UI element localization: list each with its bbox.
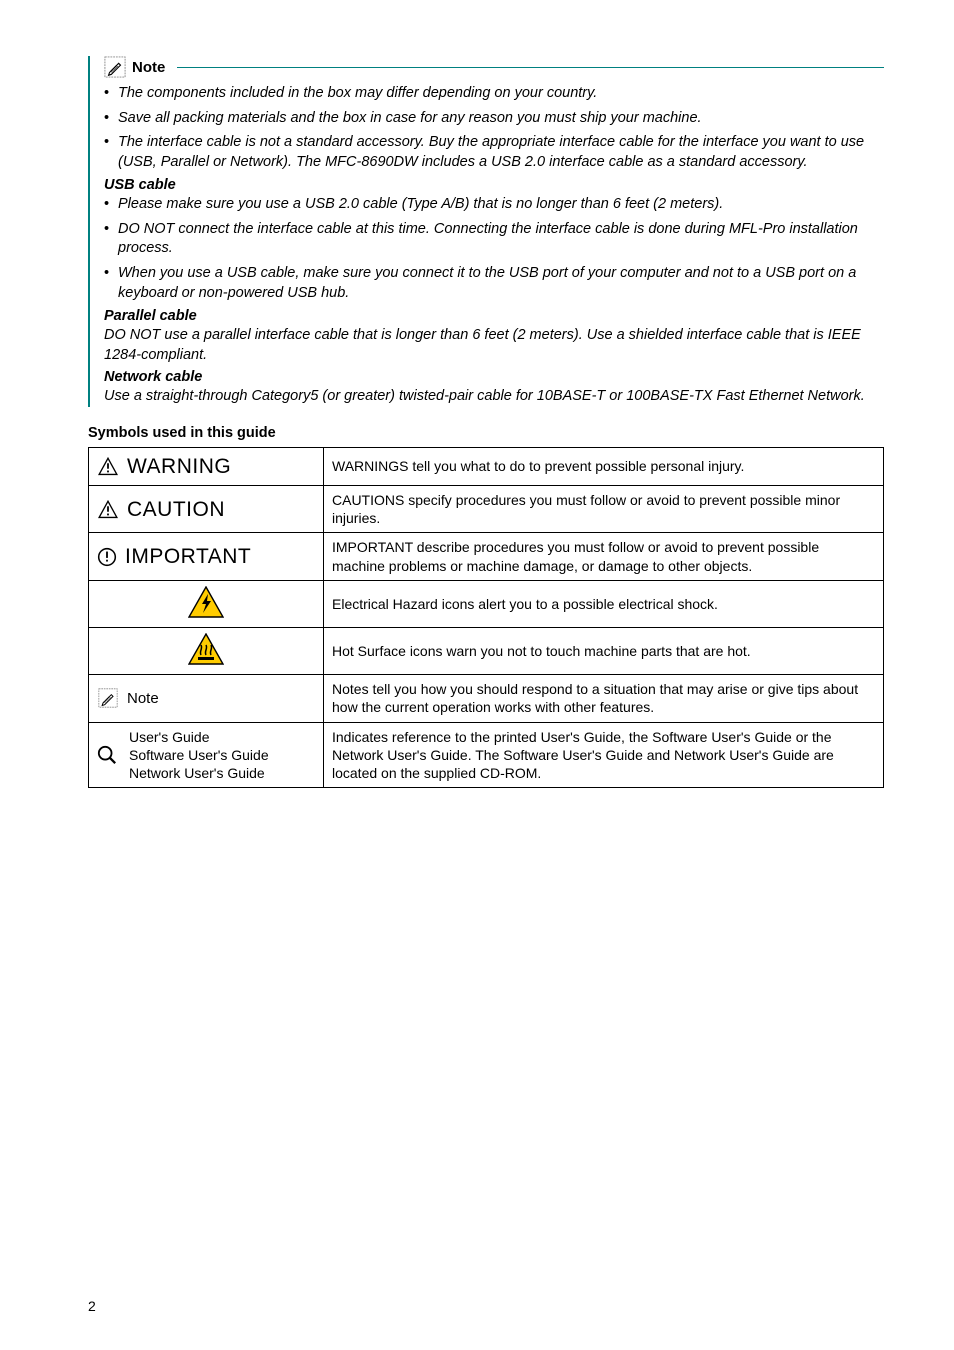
warning-label-cell: WARNING [89,447,324,485]
hot-surface-icon [188,633,224,665]
electrical-icon-cell [89,580,324,627]
table-row: Note Notes tell you how you should respo… [89,675,884,722]
bullet-item: DO NOT connect the interface cable at th… [104,220,884,259]
note-box: Note The components included in the box … [88,56,884,407]
important-label: IMPORTANT [125,543,251,570]
table-row: Electrical Hazard icons alert you to a p… [89,580,884,627]
important-circle-icon [97,547,117,567]
electrical-hazard-icon [188,586,224,618]
note-sym-desc: Notes tell you how you should respond to… [324,675,884,722]
warning-label: WARNING [127,453,231,480]
network-text: Use a straight-through Category5 (or gre… [104,387,884,407]
symbols-title: Symbols used in this guide [88,425,884,441]
page-number: 2 [88,1298,96,1314]
magnifier-icon [97,745,117,765]
table-row: WARNING WARNINGS tell you what to do to … [89,447,884,485]
warning-triangle-icon [97,456,119,476]
symbols-table: WARNING WARNINGS tell you what to do to … [88,447,884,788]
bullet-item: When you use a USB cable, make sure you … [104,264,884,303]
caution-label: CAUTION [127,496,225,523]
guide-line-1: User's Guide [129,728,269,746]
page-container: Note The components included in the box … [0,0,954,1350]
parallel-heading: Parallel cable [104,308,884,324]
bullet-item: The components included in the box may d… [104,84,884,104]
network-heading: Network cable [104,369,884,385]
pencil-note-icon [104,56,126,78]
note-title: Note [132,59,165,76]
note-header: Note [104,56,884,78]
usb-heading: USB cable [104,177,884,193]
caution-label-cell: CAUTION [89,486,324,533]
guides-label-cell: User's Guide Software User's Guide Netwo… [89,722,324,788]
bullet-item: Save all packing materials and the box i… [104,109,884,129]
note-label-cell: Note [89,675,324,722]
electrical-desc: Electrical Hazard icons alert you to a p… [324,580,884,627]
table-row: IMPORTANT IMPORTANT describe procedures … [89,533,884,580]
bullet-item: Please make sure you use a USB 2.0 cable… [104,195,884,215]
caution-desc: CAUTIONS specify procedures you must fol… [324,486,884,533]
guides-desc: Indicates reference to the printed User'… [324,722,884,788]
bullet-item: The interface cable is not a standard ac… [104,133,884,172]
table-row: Hot Surface icons warn you not to touch … [89,627,884,674]
caution-triangle-icon [97,499,119,519]
hotsurface-desc: Hot Surface icons warn you not to touch … [324,627,884,674]
important-label-cell: IMPORTANT [89,533,324,580]
warning-desc: WARNINGS tell you what to do to prevent … [324,447,884,485]
note-bullets-top: The components included in the box may d… [104,84,884,172]
hotsurface-icon-cell [89,627,324,674]
usb-bullets: Please make sure you use a USB 2.0 cable… [104,195,884,303]
guide-line-3: Network User's Guide [129,764,269,782]
pencil-note-small-icon [97,688,119,708]
table-row: User's Guide Software User's Guide Netwo… [89,722,884,788]
guides-labels: User's Guide Software User's Guide Netwo… [129,728,269,783]
guide-line-2: Software User's Guide [129,746,269,764]
parallel-text: DO NOT use a parallel interface cable th… [104,326,884,365]
important-desc: IMPORTANT describe procedures you must f… [324,533,884,580]
note-divider [177,67,884,68]
note-sym-label: Note [127,689,159,709]
table-row: CAUTION CAUTIONS specify procedures you … [89,486,884,533]
